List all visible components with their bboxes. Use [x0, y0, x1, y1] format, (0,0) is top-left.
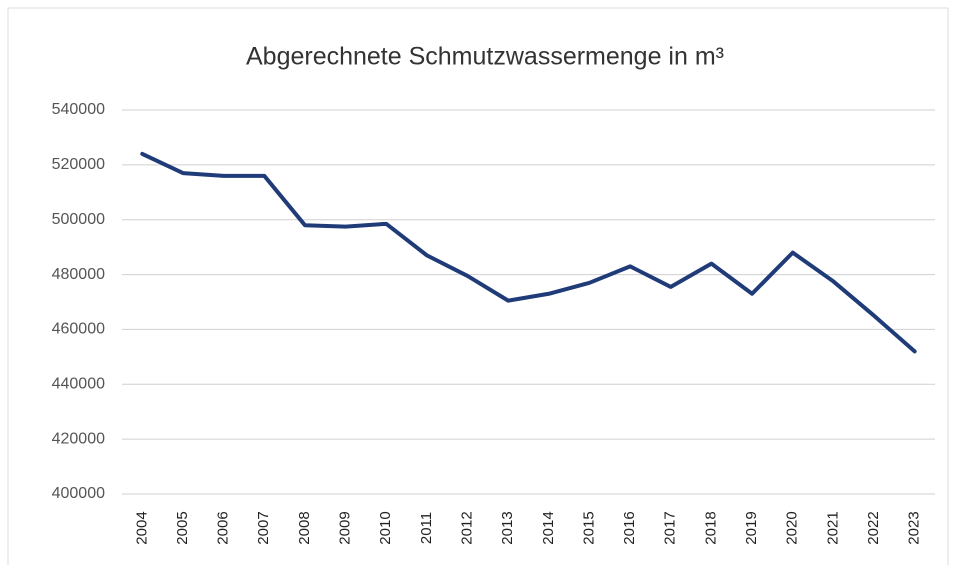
- y-tick-label: 460000: [52, 321, 105, 338]
- x-tick-label: 2012: [458, 511, 475, 544]
- y-tick-label: 520000: [52, 156, 105, 173]
- x-tick-label: 2005: [174, 511, 191, 544]
- x-tick-label: 2013: [499, 511, 516, 544]
- x-tick-label: 2011: [418, 512, 435, 544]
- y-tick-label: 480000: [52, 266, 105, 283]
- x-tick-label: 2004: [133, 511, 150, 544]
- x-tick-label: 2021: [824, 511, 841, 544]
- x-tick-label: 2019: [743, 511, 760, 544]
- y-tick-label: 420000: [52, 430, 105, 447]
- x-tick-label: 2022: [865, 511, 882, 544]
- data-line: [140, 151, 917, 354]
- x-tick-label: 2016: [621, 511, 638, 544]
- chart-title: Abgerechnete Schmutzwassermenge in m³: [246, 43, 724, 71]
- x-tick-label: 2017: [662, 511, 679, 544]
- x-tick-label: 2014: [540, 511, 557, 544]
- y-tick-label: 440000: [52, 376, 105, 393]
- x-tick-label: 2007: [255, 511, 272, 544]
- chart-border: [7, 7, 949, 565]
- y-tick-label: 540000: [52, 101, 105, 118]
- x-tick-label: 2006: [215, 511, 232, 544]
- x-tick-label: 2009: [337, 511, 354, 544]
- x-tick-label: 2015: [580, 511, 597, 544]
- x-tick-label: 2008: [296, 511, 313, 544]
- x-tick-label: 2018: [702, 511, 719, 544]
- y-tick-label: 500000: [52, 211, 105, 228]
- x-tick-label: 2020: [784, 511, 801, 544]
- x-tick-label: 2010: [377, 511, 394, 544]
- y-tick-label: 400000: [52, 485, 105, 502]
- x-tick-label: 2023: [906, 511, 923, 544]
